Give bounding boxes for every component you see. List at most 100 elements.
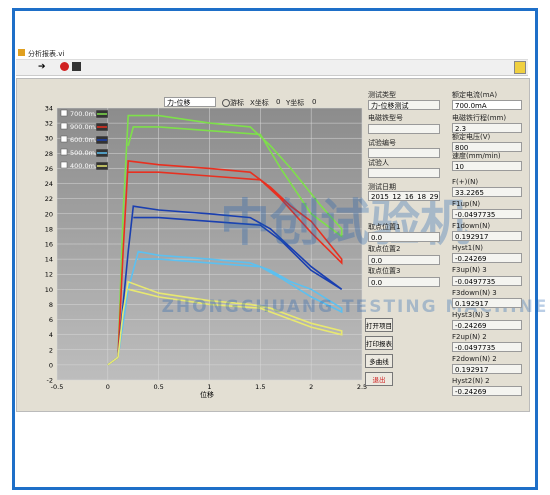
field-value[interactable]: 0.0: [368, 255, 440, 265]
x-coord-value: 0: [276, 98, 281, 106]
y-coord-label: Y坐标: [286, 99, 305, 107]
y-tick-label: 30: [45, 135, 53, 143]
field-label: F2down(N) 2: [452, 355, 497, 363]
field-value: 800: [452, 142, 522, 152]
cursor-label: 游标: [230, 99, 244, 107]
window-title: 分析报表.vi: [28, 50, 65, 58]
legend-label: 900.0mA: [70, 123, 100, 131]
field-label: F2up(N) 2: [452, 333, 487, 341]
field-value: 2.3: [452, 123, 522, 133]
y-tick-label: 24: [45, 180, 53, 188]
y-tick-label: 2: [49, 346, 53, 354]
field-value: -0.24269: [452, 253, 522, 263]
y-tick-label: 10: [45, 286, 53, 294]
field-label: 试验人: [368, 159, 389, 167]
y-tick-label: 26: [45, 165, 53, 173]
field-value[interactable]: [368, 168, 440, 178]
field-value[interactable]: [368, 148, 440, 158]
legend-checkbox: [60, 122, 68, 130]
field-label: F1up(N): [452, 200, 481, 208]
x-tick-label: -0.5: [51, 383, 64, 391]
title-bar: 分析报表.vi: [16, 47, 528, 60]
button[interactable]: 打开项目: [365, 318, 393, 332]
field-value: -0.0497735: [452, 342, 522, 352]
field-value: 10: [452, 161, 522, 171]
field-label: 取点位置2: [368, 245, 401, 253]
legend-label: 400.0mA: [70, 162, 100, 170]
field-label: 额定电压(V): [452, 133, 491, 141]
legend-checkbox: [60, 109, 68, 117]
legend-checkbox: [60, 135, 68, 143]
y-tick-label: 28: [45, 150, 53, 158]
button[interactable]: 退出: [365, 372, 393, 386]
x-tick-label: 1: [207, 383, 211, 391]
y-tick-label: -2: [47, 377, 53, 385]
field-value[interactable]: 0.0: [368, 277, 440, 287]
y-tick-label: 0: [49, 361, 53, 369]
x-tick-label: 1.5: [255, 383, 265, 391]
y-coord-value: 0: [312, 98, 317, 106]
field-label: Hyst2(N) 2: [452, 377, 490, 385]
y-tick-label: 18: [45, 225, 53, 233]
field-value[interactable]: 0.0: [368, 232, 440, 242]
y-tick-label: 32: [45, 120, 53, 128]
field-value[interactable]: 力-位移测试: [368, 100, 440, 110]
field-label: 电磁铁型号: [368, 114, 403, 122]
legend-label: 500.0mA: [70, 149, 100, 157]
field-label: Hyst3(N) 3: [452, 311, 490, 319]
field-value: -0.0497735: [452, 209, 522, 219]
x-axis-label: 位移: [200, 390, 214, 399]
y-tick-label: 16: [45, 241, 53, 249]
field-label: 额定电流(mA): [452, 91, 498, 99]
y-tick-label: 22: [45, 195, 53, 203]
series-line: [107, 205, 343, 366]
pause-button[interactable]: [72, 62, 81, 71]
legend-label: 700.0mA: [70, 110, 100, 118]
field-value[interactable]: [368, 124, 440, 134]
field-value: 33.2265: [452, 187, 522, 197]
series-line: [107, 114, 343, 366]
field-label: F1down(N): [452, 222, 491, 230]
field-value: -0.24269: [452, 320, 522, 330]
current-select[interactable]: 700.0mA: [452, 100, 522, 110]
series-line: [107, 280, 343, 366]
field-label: F(+)(N): [452, 178, 479, 186]
cursor-radio[interactable]: [222, 99, 230, 107]
field-label: 取点位置1: [368, 223, 401, 231]
field-value: -0.24269: [452, 386, 522, 396]
plot-mode-select[interactable]: 力-位移: [164, 97, 216, 107]
field-label: 测试类型: [368, 91, 396, 99]
x-coord-label: X坐标: [250, 99, 269, 107]
x-tick-label: 0.5: [153, 383, 163, 391]
button[interactable]: 打印报表: [365, 336, 393, 350]
y-tick-label: 20: [45, 210, 53, 218]
field-label: 取点位置3: [368, 267, 401, 275]
y-tick-label: 4: [49, 331, 53, 339]
field-value[interactable]: 2015_12_16_18_29_04: [368, 191, 440, 201]
legend-checkbox: [60, 161, 68, 169]
x-tick-label: 0: [106, 383, 110, 391]
field-label: F3up(N) 3: [452, 266, 487, 274]
field-label: 电磁铁行程(mm): [452, 114, 507, 122]
field-label: Hyst1(N): [452, 244, 483, 252]
field-value: 0.192917: [452, 231, 522, 241]
field-label: 测试日期: [368, 183, 396, 191]
field-label: 试验编号: [368, 139, 396, 147]
y-tick-label: 14: [45, 256, 53, 264]
x-tick-label: 2: [309, 383, 313, 391]
y-tick-label: 8: [49, 301, 53, 309]
legend-checkbox: [60, 148, 68, 156]
y-tick-label: 6: [49, 316, 53, 324]
stop-button[interactable]: [60, 62, 69, 71]
series-line: [107, 250, 343, 366]
x-tick-label: 2.5: [357, 383, 367, 391]
legend-label: 600.0mA: [70, 136, 100, 144]
field-value: -0.0497735: [452, 276, 522, 286]
series-line: [107, 160, 343, 366]
field-value: 0.192917: [452, 298, 522, 308]
help-icon[interactable]: [514, 61, 526, 74]
run-arrow[interactable]: ➔: [38, 62, 46, 72]
button[interactable]: 多曲线: [365, 354, 393, 368]
